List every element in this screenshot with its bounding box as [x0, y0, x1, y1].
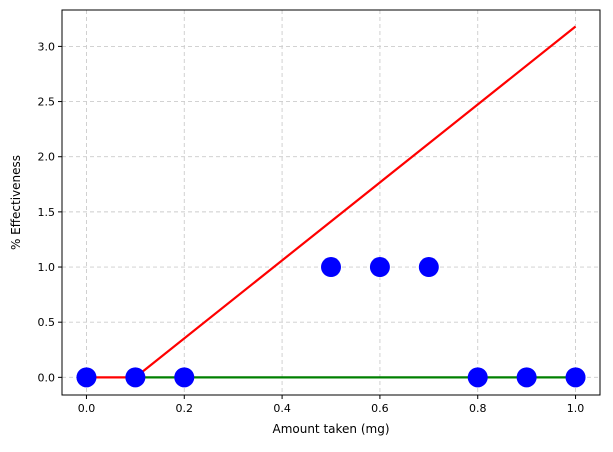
y-tick-label: 1.0 [38, 261, 56, 274]
y-tick-label: 0.0 [38, 371, 56, 384]
data-point [565, 367, 586, 388]
x-tick-label: 0.8 [469, 402, 487, 415]
x-tick-label: 0.0 [78, 402, 96, 415]
x-axis-label: Amount taken (mg) [272, 422, 389, 436]
axis-ticks: 0.0 0.2 0.4 0.6 0.8 1.0 0.0 0.5 1.0 1.5 2.0 2.5 3.0 [38, 40, 585, 415]
x-tick-label: 0.6 [371, 402, 389, 415]
y-tick-label: 2.5 [38, 96, 56, 109]
y-tick-label: 0.5 [38, 316, 56, 329]
data-point [125, 367, 146, 388]
plot-frame [61, 9, 601, 396]
scatter-points [76, 257, 586, 388]
x-tick-label: 0.4 [273, 402, 291, 415]
series [86, 25, 577, 379]
data-point [174, 367, 195, 388]
x-tick-label: 0.2 [176, 402, 194, 415]
data-point [369, 257, 390, 278]
y-tick-label: 1.5 [38, 206, 56, 219]
red-fit-line [86, 25, 577, 379]
grid [62, 10, 600, 395]
data-point [76, 367, 97, 388]
y-tick-label: 2.0 [38, 151, 56, 164]
data-point [516, 367, 537, 388]
y-tick-label: 3.0 [38, 40, 56, 53]
x-tick-label: 1.0 [567, 402, 585, 415]
data-point [467, 367, 488, 388]
data-point [321, 257, 341, 278]
data-point [418, 257, 439, 278]
y-axis-label: % Effectiveness [9, 155, 23, 250]
